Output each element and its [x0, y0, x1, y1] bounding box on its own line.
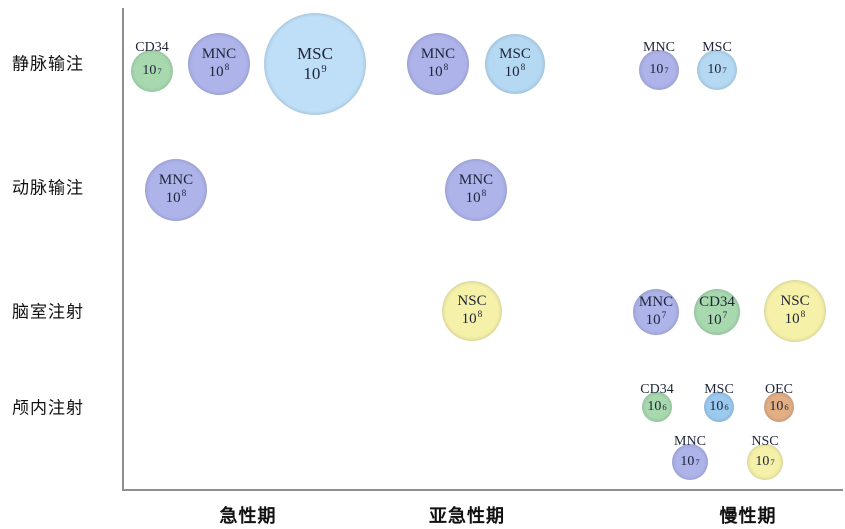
bubble-text-stack: MNC 108 [188, 33, 250, 95]
bubble-msc-10e7: MSC 10 7 [697, 40, 737, 90]
bubble-text-stack: MSC 109 [264, 13, 366, 115]
bubble-text-stack: CD34 107 [694, 289, 740, 335]
x-axis-label: 急性期 [219, 506, 277, 526]
bubble-mnc-10e8: MNC 108 [445, 159, 507, 221]
bubble-cell-label: NSC [457, 293, 487, 310]
bubble-cell-label: MNC [638, 294, 674, 311]
bubble-cell-label: MSC [702, 39, 732, 55]
bubble-circle [764, 392, 794, 422]
bubble-cell-label: MNC [158, 172, 194, 189]
bubble-circle [264, 13, 366, 115]
y-axis-label: 动脉输注 [12, 178, 84, 198]
bubble-circle [442, 281, 502, 341]
y-axis-label: 静脉输注 [12, 54, 84, 74]
bubble-circle [407, 33, 469, 95]
bubble-text-stack: NSC 108 [764, 280, 826, 342]
bubble-cell-label: MNC [458, 172, 494, 189]
bubble-cell-label: CD34 [640, 381, 674, 397]
bubble-dose-label: 108 [784, 310, 806, 327]
x-axis-label: 慢性期 [719, 506, 777, 526]
bubble-cell-label: MNC [674, 433, 706, 449]
bubble-dose-label: 108 [427, 63, 449, 80]
bubble-dose-label: 10 6 [769, 399, 789, 414]
bubble-circle [697, 50, 737, 90]
bubble-cell-label: NSC [751, 433, 779, 449]
bubble-circle [642, 392, 672, 422]
bubble-msc-10e9: MSC 109 [264, 13, 366, 115]
bubble-circle [704, 392, 734, 422]
y-axis-line [122, 8, 124, 490]
bubble-cell-label: MNC [201, 46, 237, 63]
bubble-msc-10e8: MSC 108 [485, 34, 545, 94]
bubble-dose-label: 108 [465, 189, 487, 206]
x-axis-line [122, 489, 843, 491]
bubble-circle [633, 289, 679, 335]
bubble-circle [485, 34, 545, 94]
x-axis-label: 亚急性期 [429, 506, 505, 526]
bubble-circle [445, 159, 507, 221]
bubble-circle [131, 50, 173, 92]
bubble-cell-label: MNC [643, 39, 675, 55]
bubble-circle [747, 444, 783, 480]
bubble-dose-label: 107 [706, 311, 728, 328]
bubble-circle [672, 444, 708, 480]
bubble-nsc-10e8: NSC 108 [764, 280, 826, 342]
bubble-cd34-10e6: CD34 10 6 [640, 382, 674, 422]
bubble-mnc-10e8: MNC 108 [188, 33, 250, 95]
bubble-text-stack: MNC 107 [633, 289, 679, 335]
bubble-cell-label: NSC [780, 293, 810, 310]
bubble-dose-label: 108 [461, 310, 483, 327]
bubble-text-stack: NSC 108 [442, 281, 502, 341]
bubble-msc-10e6: MSC 10 6 [704, 382, 734, 422]
bubble-mnc-10e8: MNC 108 [407, 33, 469, 95]
bubble-cell-label: CD34 [135, 39, 169, 55]
bubble-cell-label: MNC [420, 46, 456, 63]
bubble-nsc-10e7: NSC 10 7 [747, 434, 783, 480]
bubble-text-stack: MNC 108 [407, 33, 469, 95]
bubble-dose-label: 108 [504, 63, 526, 80]
bubble-text-stack: MNC 108 [445, 159, 507, 221]
bubble-dose-label: 108 [165, 189, 187, 206]
bubble-cell-label: MSC [704, 381, 734, 397]
bubble-dose-label: 107 [645, 311, 667, 328]
bubble-dose-label: 109 [303, 64, 327, 83]
bubble-cell-label: CD34 [699, 294, 735, 311]
y-axis-label: 颅内注射 [12, 398, 84, 418]
bubble-dose-label: 108 [208, 63, 230, 80]
bubble-cell-label: MSC [297, 43, 333, 63]
bubble-circle [639, 50, 679, 90]
bubble-dose-label: 10 6 [709, 399, 729, 414]
bubble-dose-label: 10 6 [647, 399, 667, 414]
bubble-circle [694, 289, 740, 335]
bubble-circle [764, 280, 826, 342]
y-axis-label: 脑室注射 [12, 302, 84, 322]
bubble-nsc-10e8: NSC 108 [442, 281, 502, 341]
bubble-oec-10e6: OEC 10 6 [764, 382, 794, 422]
bubble-text-stack: MNC 108 [145, 159, 207, 221]
bubble-cell-label: MSC [499, 46, 531, 63]
bubble-text-stack: MSC 108 [485, 34, 545, 94]
bubble-mnc-10e8: MNC 108 [145, 159, 207, 221]
bubble-circle [188, 33, 250, 95]
bubble-cell-label: OEC [765, 381, 793, 397]
bubble-circle [145, 159, 207, 221]
